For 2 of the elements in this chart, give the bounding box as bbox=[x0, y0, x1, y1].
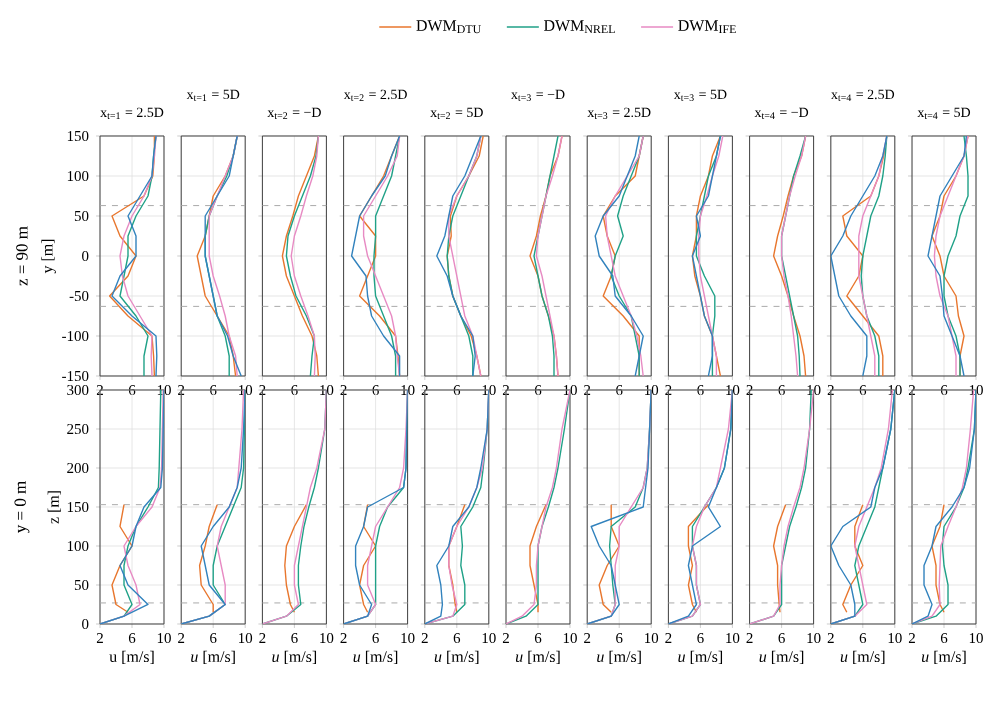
text: y = 0 m bbox=[14, 481, 30, 533]
text: z = 90 m bbox=[16, 226, 28, 286]
